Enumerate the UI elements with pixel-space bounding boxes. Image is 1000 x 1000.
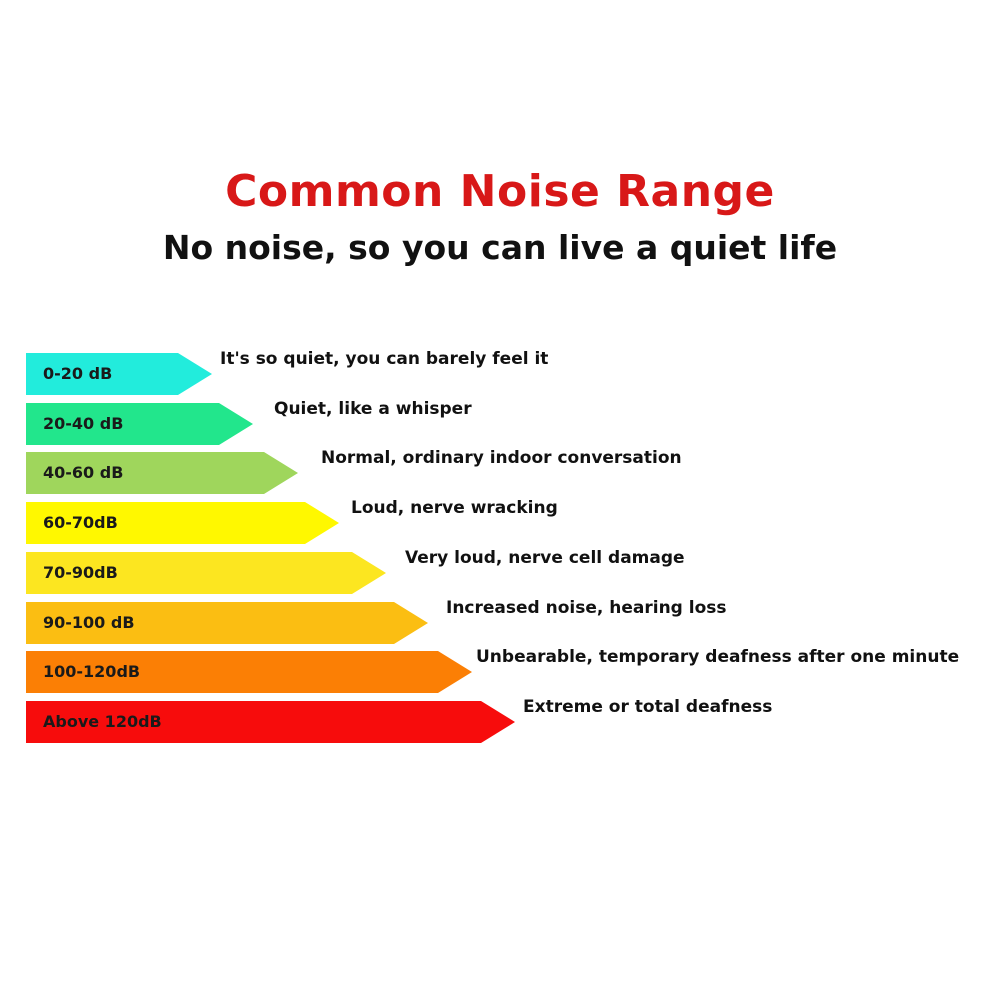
- level-description: Unbearable, temporary deafness after one…: [476, 647, 960, 668]
- level-range: 70-90dB: [43, 562, 118, 582]
- page-title: Common Noise Range: [225, 166, 775, 217]
- level-description: Normal, ordinary indoor conversation: [321, 448, 682, 469]
- level-range: 100-120dB: [43, 662, 141, 682]
- level-arrow: [26, 353, 212, 395]
- level-description: Increased noise, hearing loss: [446, 597, 727, 618]
- level-description: Very loud, nerve cell damage: [405, 547, 685, 568]
- level-description: Extreme or total deafness: [523, 696, 773, 717]
- level-range: Above 120dB: [43, 711, 162, 731]
- level-arrow: [26, 700, 515, 743]
- level-arrow: [26, 502, 339, 545]
- level-range: 60-70dB: [43, 513, 118, 533]
- level-arrow: [26, 601, 428, 644]
- level-description: Loud, nerve wracking: [351, 498, 558, 519]
- level-description: It's so quiet, you can barely feel it: [220, 349, 549, 369]
- level-arrow: [26, 651, 472, 694]
- level-arrow: [26, 402, 253, 445]
- level-arrow: [26, 551, 386, 594]
- page-subtitle: No noise, so you can live a quiet life: [162, 228, 838, 267]
- level-range: 40-60 dB: [43, 463, 124, 483]
- level-range: 90-100 dB: [43, 612, 135, 632]
- level-arrow: [26, 452, 298, 495]
- level-range: 0-20 dB: [43, 364, 113, 383]
- level-description: Quiet, like a whisper: [274, 398, 472, 419]
- level-range: 20-40 dB: [43, 413, 124, 433]
